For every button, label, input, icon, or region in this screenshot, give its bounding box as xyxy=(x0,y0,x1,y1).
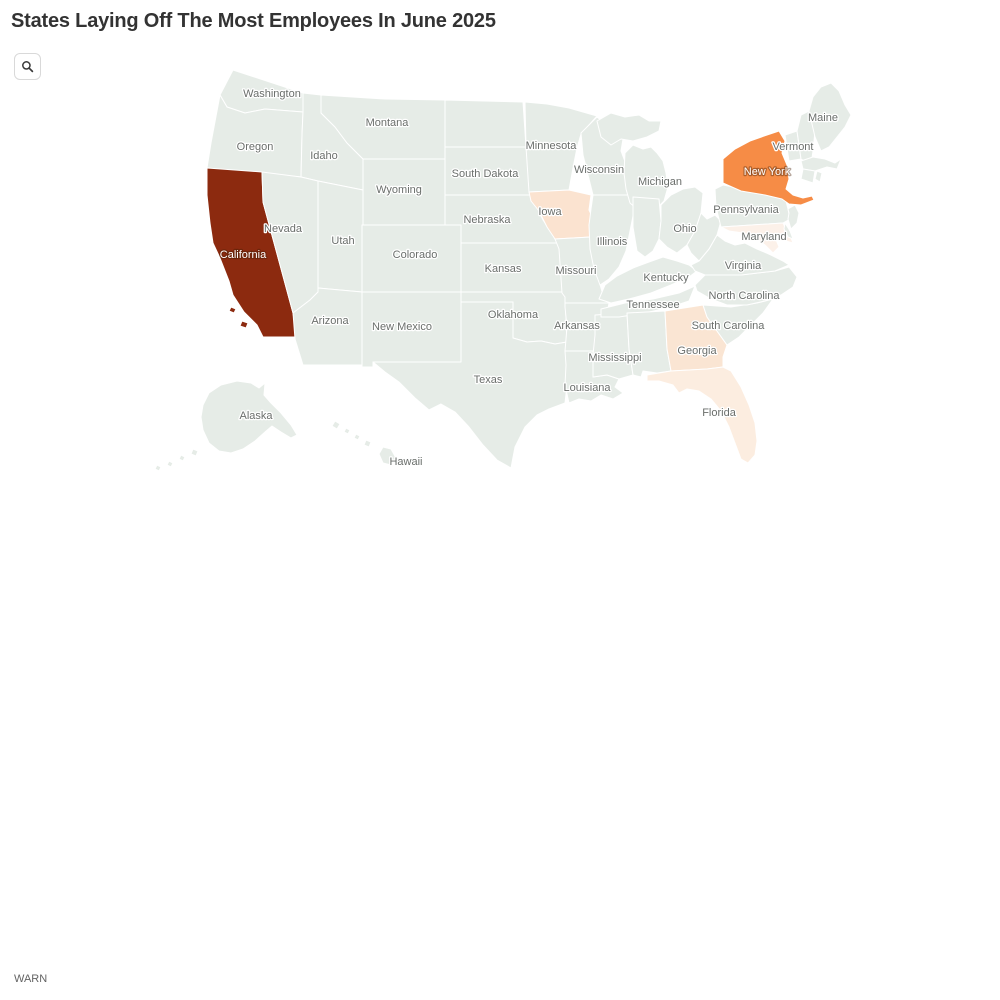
state-label-NC: North Carolina xyxy=(709,290,781,302)
us-choropleth-map: Washington Oregon California Idaho Nevada Uta… xyxy=(145,55,865,485)
state-label-UT: Utah xyxy=(331,235,354,247)
state-label-OR: Oregon xyxy=(237,141,274,153)
state-label-PA: Pennsylvania xyxy=(713,204,779,216)
state-label-AZ: Arizona xyxy=(311,315,349,327)
state-label-MS: Mississippi xyxy=(588,352,641,364)
state-label-SD: South Dakota xyxy=(452,168,520,180)
state-label-TN: Tennessee xyxy=(626,299,679,311)
state-AK[interactable] xyxy=(154,380,298,472)
state-label-MI: Michigan xyxy=(638,176,682,188)
state-RI[interactable] xyxy=(814,170,823,183)
us-map-svg: Washington Oregon California Idaho Nevada Uta… xyxy=(154,69,852,472)
state-label-HI: Hawaii xyxy=(389,456,422,468)
state-MI[interactable] xyxy=(596,112,669,210)
state-label-ID: Idaho xyxy=(310,150,338,162)
state-AL[interactable] xyxy=(626,310,672,378)
state-label-NE: Nebraska xyxy=(463,214,511,226)
state-label-VA: Virginia xyxy=(725,260,762,272)
state-label-WI: Wisconsin xyxy=(574,164,624,176)
state-NY[interactable] xyxy=(722,130,815,206)
state-label-MN: Minnesota xyxy=(526,140,578,152)
state-MA[interactable] xyxy=(800,156,842,172)
state-label-LA: Louisiana xyxy=(563,382,611,394)
state-label-NY: New York xyxy=(744,166,791,178)
state-label-FL: Florida xyxy=(702,407,737,419)
state-ME[interactable] xyxy=(808,82,852,152)
state-ND[interactable] xyxy=(444,99,527,148)
state-label-TX: Texas xyxy=(474,374,503,386)
state-CA[interactable] xyxy=(206,167,298,338)
state-TX[interactable] xyxy=(372,301,570,469)
state-NJ[interactable] xyxy=(787,204,800,230)
state-label-CO: Colorado xyxy=(393,249,438,261)
state-label-SC: South Carolina xyxy=(692,320,766,332)
state-FL[interactable] xyxy=(646,366,758,464)
state-CT[interactable] xyxy=(800,168,816,184)
state-IN[interactable] xyxy=(632,196,662,258)
state-label-IL: Illinois xyxy=(597,236,628,248)
state-label-NM: New Mexico xyxy=(372,321,432,333)
state-KY[interactable] xyxy=(598,256,698,304)
state-label-MD: Maryland xyxy=(741,231,786,243)
state-label-WY: Wyoming xyxy=(376,184,422,196)
state-DE[interactable] xyxy=(783,222,794,240)
state-label-KS: Kansas xyxy=(485,263,522,275)
source-attribution: WARN xyxy=(14,973,48,985)
state-label-AK: Alaska xyxy=(239,410,273,422)
state-TN[interactable] xyxy=(600,285,696,318)
state-label-WA: Washington xyxy=(243,88,301,100)
search-icon xyxy=(21,60,34,73)
state-label-AR: Arkansas xyxy=(554,320,600,332)
state-label-GA: Georgia xyxy=(677,345,717,357)
state-label-ME: Maine xyxy=(808,112,838,124)
state-HI[interactable] xyxy=(331,420,397,466)
search-button[interactable] xyxy=(14,53,41,80)
state-label-OH: Ohio xyxy=(673,223,696,235)
state-label-NV: Nevada xyxy=(264,223,303,235)
page-title: States Laying Off The Most Employees In … xyxy=(11,10,496,32)
state-label-CA: California xyxy=(220,249,267,261)
state-label-KY: Kentucky xyxy=(643,272,689,284)
state-label-VT: Vermont xyxy=(773,141,814,153)
state-label-MT: Montana xyxy=(366,117,410,129)
state-label-MO: Missouri xyxy=(556,265,597,277)
state-MN[interactable] xyxy=(524,101,598,193)
state-label-OK: Oklahoma xyxy=(488,309,539,321)
state-label-IA: Iowa xyxy=(538,206,562,218)
